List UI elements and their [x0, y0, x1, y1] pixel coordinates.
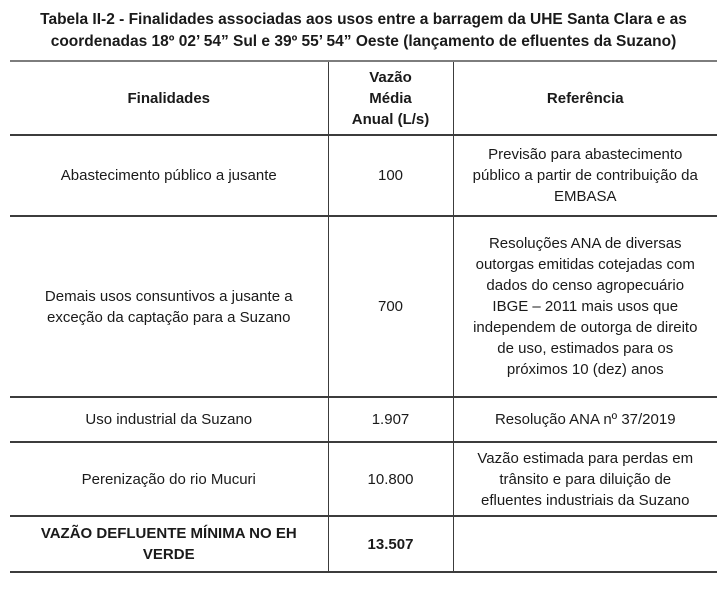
cell-referencia: Resoluções ANA de diversas outorgas emit…: [453, 216, 717, 397]
header-finalidades: Finalidades: [10, 61, 328, 135]
table-row-total: VAZÃO DEFLUENTE MÍNIMA NO EH VERDE 13.50…: [10, 516, 717, 572]
table-caption-line-1: Tabela II-2 - Finalidades associadas aos…: [40, 11, 687, 28]
cell-finalidade: Demais usos consuntivos a jusante a exce…: [10, 216, 328, 397]
table-caption-line-2: coordenadas 18º 02’ 54” Sul e 39º 55’ 54…: [50, 33, 677, 50]
cell-finalidade: Abastecimento público a jusante: [10, 135, 328, 216]
cell-referencia: [453, 516, 717, 572]
cell-finalidade: VAZÃO DEFLUENTE MÍNIMA NO EH VERDE: [10, 516, 328, 572]
cell-referencia: Previsão para abastecimento público a pa…: [453, 135, 717, 216]
header-vazao-media-anual: Vazão Média Anual (L/s): [327, 61, 454, 135]
cell-referencia: Resolução ANA nº 37/2019: [453, 397, 717, 442]
cell-vazao: 13.507: [327, 516, 454, 572]
cell-vazao: 700: [327, 216, 454, 397]
cell-finalidade: Uso industrial da Suzano: [10, 397, 328, 442]
cell-vazao: 10.800: [327, 442, 454, 516]
header-row: Finalidades Vazão Média Anual (L/s) Refe…: [10, 61, 717, 135]
cell-finalidade: Perenização do rio Mucuri: [10, 442, 328, 516]
table-row: Uso industrial da Suzano 1.907 Resolução…: [10, 397, 717, 442]
cell-vazao: 1.907: [327, 397, 454, 442]
table-row: Demais usos consuntivos a jusante a exce…: [10, 216, 717, 397]
finalidades-table: Finalidades Vazão Média Anual (L/s) Refe…: [10, 60, 717, 573]
table-row: Abastecimento público a jusante 100 Prev…: [10, 135, 717, 216]
table-row: Perenização do rio Mucuri 10.800 Vazão e…: [10, 442, 717, 516]
cell-vazao: 100: [327, 135, 454, 216]
header-referencia: Referência: [453, 61, 717, 135]
table-caption: Tabela II-2 - Finalidades associadas aos…: [0, 0, 727, 60]
cell-referencia: Vazão estimada para perdas em trânsito e…: [453, 442, 717, 516]
